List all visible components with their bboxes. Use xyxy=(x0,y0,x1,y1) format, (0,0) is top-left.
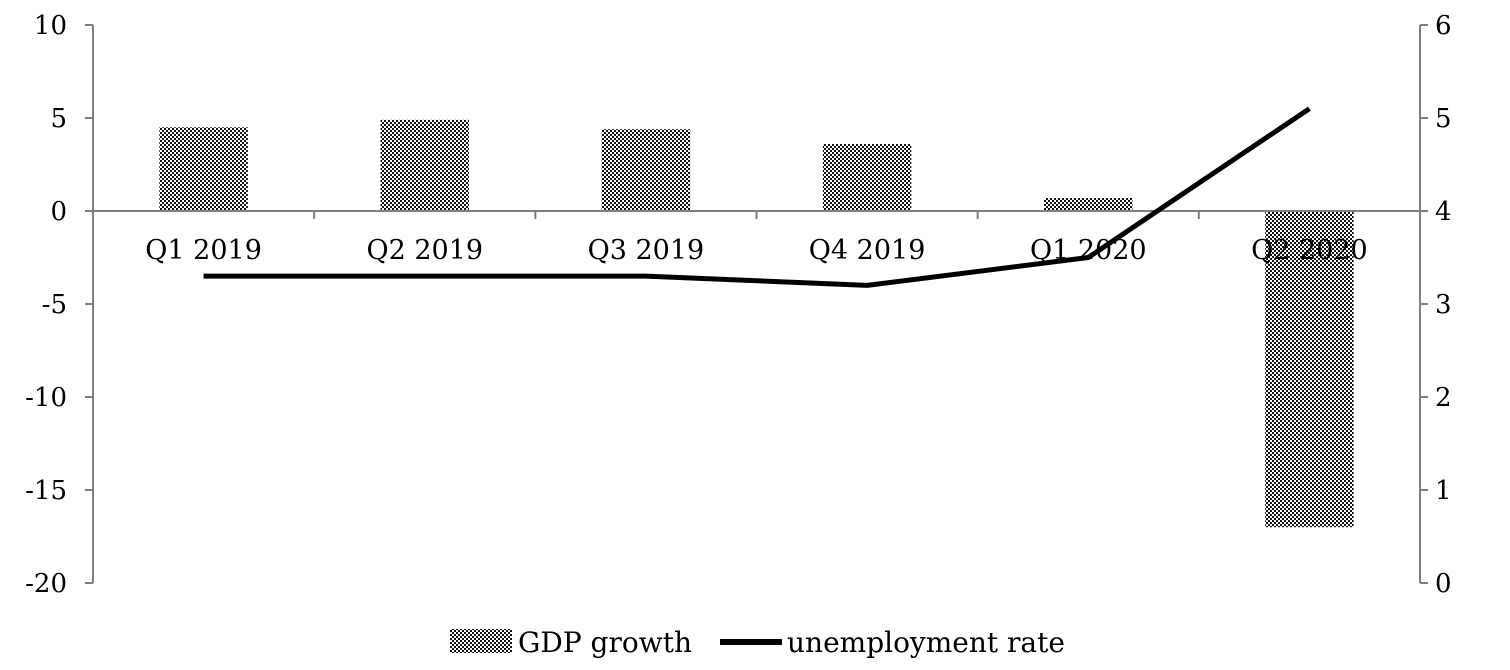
gdp-bar-5 xyxy=(1265,211,1354,528)
category-label-1: Q2 2019 xyxy=(366,235,483,266)
left-tick-label-1: 5 xyxy=(50,104,67,134)
right-tick-label-6: 0 xyxy=(1435,569,1452,599)
category-label-2: Q3 2019 xyxy=(588,235,705,266)
right-tick-label-5: 1 xyxy=(1435,476,1452,506)
category-labels: Q1 2019 Q2 2019 Q3 2019 Q4 2019 Q1 2020 Q2 20… xyxy=(145,235,1367,266)
right-tick-label-1: 5 xyxy=(1435,104,1452,134)
right-tick-label-0: 6 xyxy=(1435,11,1452,41)
legend-unemployment-label: unemployment rate xyxy=(787,626,1065,659)
gdp-bar-4 xyxy=(1044,197,1133,211)
gdp-bar-1 xyxy=(380,119,469,211)
unemployment-line-layer xyxy=(203,106,1311,288)
legend: GDP growth unemployment rate xyxy=(450,626,1065,659)
category-label-3: Q4 2019 xyxy=(809,235,926,266)
right-tick-label-2: 4 xyxy=(1435,197,1452,227)
left-tick-label-2: 0 xyxy=(50,197,67,227)
right-tick-label-3: 3 xyxy=(1435,290,1452,320)
legend-gdp-label: GDP growth xyxy=(518,626,692,659)
left-tick-label-5: -15 xyxy=(25,476,67,506)
gdp-bars xyxy=(159,119,1354,528)
left-tick-label-3: -5 xyxy=(42,290,67,320)
right-tick-label-4: 2 xyxy=(1435,383,1452,413)
left-tick-label-6: -20 xyxy=(25,569,67,599)
unemployment-line xyxy=(203,106,1311,288)
gdp-bar-3 xyxy=(822,144,912,211)
legend-gdp-swatch xyxy=(450,629,512,653)
left-tick-label-4: -10 xyxy=(25,383,67,413)
gdp-bar-0 xyxy=(159,127,248,211)
category-label-0: Q1 2019 xyxy=(145,235,262,266)
category-label-5: Q2 2020 xyxy=(1251,235,1368,266)
gdp-bar-2 xyxy=(601,129,691,211)
left-tick-label-0: 10 xyxy=(34,11,67,41)
